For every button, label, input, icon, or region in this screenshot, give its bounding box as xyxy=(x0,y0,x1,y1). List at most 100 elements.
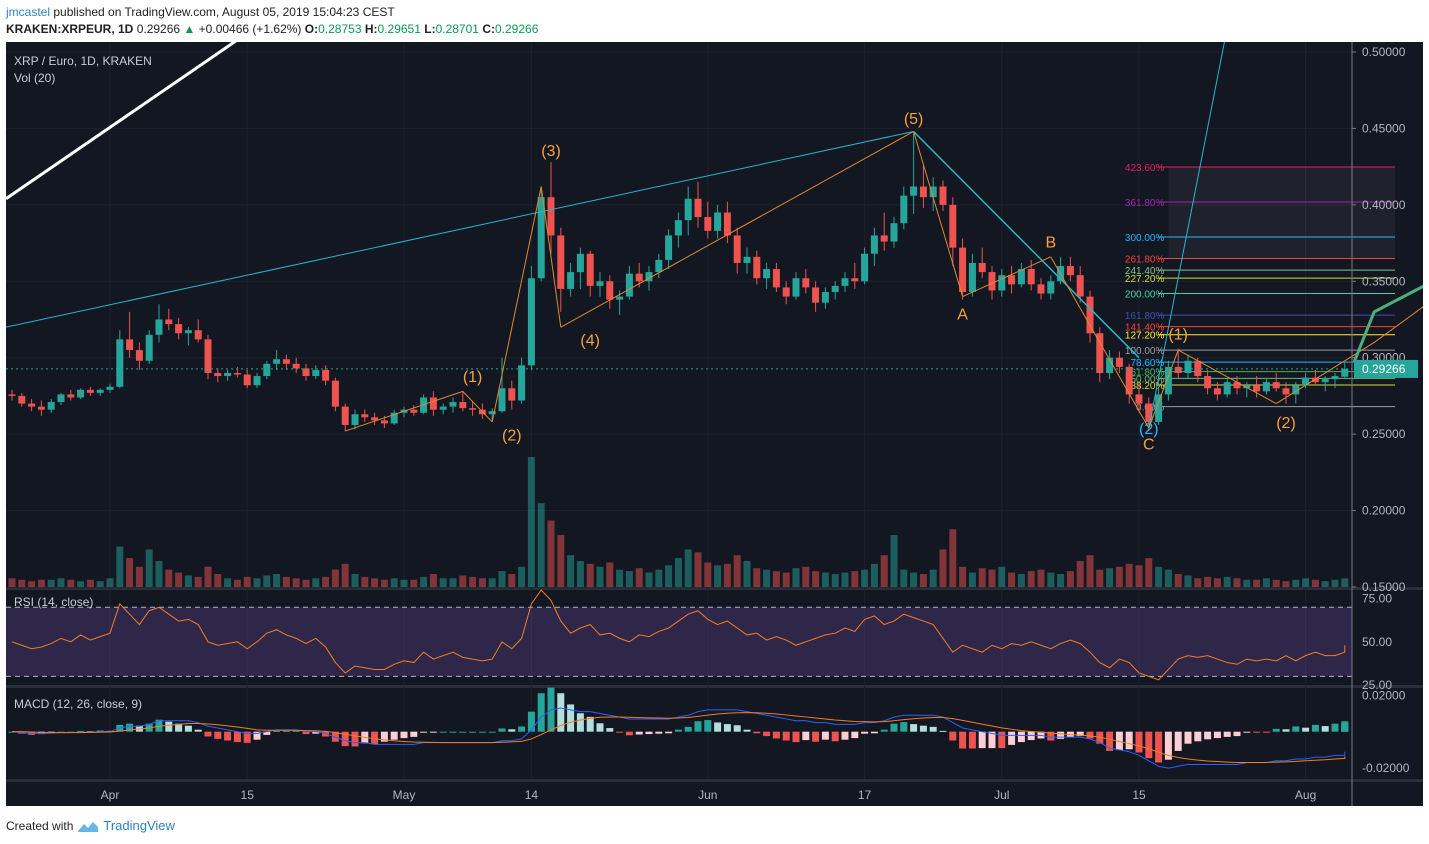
candle-body xyxy=(37,406,45,410)
volume-bar xyxy=(273,574,281,587)
volume-bars xyxy=(8,457,1349,587)
candle-body xyxy=(1115,357,1123,367)
rsi-y-tick-label: 25.00 xyxy=(1362,678,1392,692)
volume-bar xyxy=(1155,566,1163,587)
candle-body xyxy=(1096,333,1104,373)
candle-body xyxy=(557,235,565,289)
tradingview-brand-link[interactable]: TradingView xyxy=(103,818,175,833)
x-tick-label: Jul xyxy=(994,788,1009,802)
wave-label: C xyxy=(1143,436,1155,453)
price-chart[interactable]: 423.60% 361.80% 300.00% 261.80%241.40%227.2… xyxy=(6,42,1423,806)
macd-histogram-bar xyxy=(410,731,418,737)
volume-bar xyxy=(655,569,663,587)
macd-histogram-bar xyxy=(674,729,682,732)
candle-body xyxy=(782,287,790,297)
macd-histogram-bar xyxy=(371,731,379,745)
volume-bar xyxy=(243,576,251,587)
macd-histogram-bar xyxy=(1341,721,1349,732)
macd-histogram-bar xyxy=(253,731,261,740)
macd-histogram-bar xyxy=(1047,731,1055,741)
macd-histogram-bar xyxy=(498,728,506,732)
candle-body xyxy=(77,389,85,398)
candle-body xyxy=(1174,366,1182,373)
candle-body xyxy=(145,334,153,361)
macd-histogram-bar xyxy=(625,731,633,736)
candle-body xyxy=(723,212,731,236)
macd-histogram-bar xyxy=(273,730,281,732)
volume-bar xyxy=(106,578,114,587)
volume-bar xyxy=(1253,579,1261,587)
macd-histogram-bar xyxy=(380,731,388,742)
macd-line xyxy=(11,707,1346,769)
fib-level-label: 361.80% xyxy=(1125,198,1165,209)
candle-body xyxy=(616,296,624,300)
candlesticks xyxy=(8,131,1349,432)
candle-body xyxy=(949,204,957,248)
volume-bar xyxy=(684,549,692,587)
wave-line xyxy=(462,390,493,423)
volume-bar xyxy=(890,535,898,587)
up-arrow-icon: ▲ xyxy=(183,22,196,36)
chart-header: jmcastel published on TradingView.com, A… xyxy=(6,4,1406,40)
fib-level-label: 78.60% xyxy=(1130,358,1164,369)
high-value: 0.29651 xyxy=(377,22,421,36)
author-link[interactable]: jmcastel xyxy=(6,5,51,19)
candle-body xyxy=(57,394,65,403)
macd-histogram-bar xyxy=(929,726,937,732)
candle-body xyxy=(508,388,516,401)
macd-histogram-bar xyxy=(684,726,692,732)
candle-body xyxy=(919,186,927,198)
volume-title: Vol (20) xyxy=(14,71,55,85)
candle-body xyxy=(792,278,800,297)
candle-body xyxy=(1076,275,1084,297)
macd-histogram-bar xyxy=(723,724,731,732)
macd-histogram-bar xyxy=(243,731,251,743)
volume-bar xyxy=(1096,569,1104,587)
candle-body xyxy=(1086,296,1094,334)
y-tick-label: 0.35000 xyxy=(1362,274,1406,288)
candle-body xyxy=(704,217,712,231)
volume-bar xyxy=(1145,558,1153,587)
macd-histogram-bar xyxy=(704,720,712,732)
candle-body xyxy=(1027,269,1035,285)
macd-y-tick-label: -0.02000 xyxy=(1362,761,1410,775)
candle-body xyxy=(1135,394,1143,404)
volume-bar xyxy=(763,569,771,587)
candle-body xyxy=(890,223,898,242)
volume-bar xyxy=(224,578,232,587)
macd-histogram-bar xyxy=(1204,731,1212,740)
macd-histogram-bar xyxy=(420,731,428,733)
volume-bar xyxy=(1184,575,1192,587)
macd-histogram-bar xyxy=(400,731,408,739)
volume-bar xyxy=(547,520,555,587)
volume-bar xyxy=(567,555,575,587)
volume-bar xyxy=(1194,578,1202,587)
macd-histogram-bar xyxy=(1076,731,1084,737)
volume-bar xyxy=(1037,569,1045,587)
macd-histogram-bar xyxy=(488,731,496,733)
volume-bar xyxy=(449,578,457,587)
macd-histogram-bar xyxy=(714,722,722,732)
candle-body xyxy=(469,408,477,410)
macd-histogram-bar xyxy=(988,731,996,749)
candle-body xyxy=(939,186,947,205)
macd-histogram-bar xyxy=(606,728,614,732)
candle-body xyxy=(645,272,653,282)
macd-histogram-bar xyxy=(1243,731,1251,733)
x-tick-label: 15 xyxy=(1132,788,1146,802)
volume-bar xyxy=(959,566,967,587)
macd-histogram-bar xyxy=(449,731,457,733)
volume-bar xyxy=(841,572,849,587)
candle-body xyxy=(253,376,261,386)
candle-body xyxy=(1184,360,1192,373)
candle-body xyxy=(743,256,751,263)
wave-line xyxy=(962,256,1052,298)
macd-histogram-bar xyxy=(596,723,604,732)
macd-histogram-bar xyxy=(919,725,927,732)
candle-body xyxy=(8,394,16,396)
macd-histogram-bar xyxy=(753,731,761,734)
candle-body xyxy=(674,220,682,236)
macd-histogram-bar xyxy=(175,723,183,732)
symbol-label: KRAKEN:XRPEUR, 1D xyxy=(6,22,134,36)
macd-histogram-bar xyxy=(194,729,202,732)
